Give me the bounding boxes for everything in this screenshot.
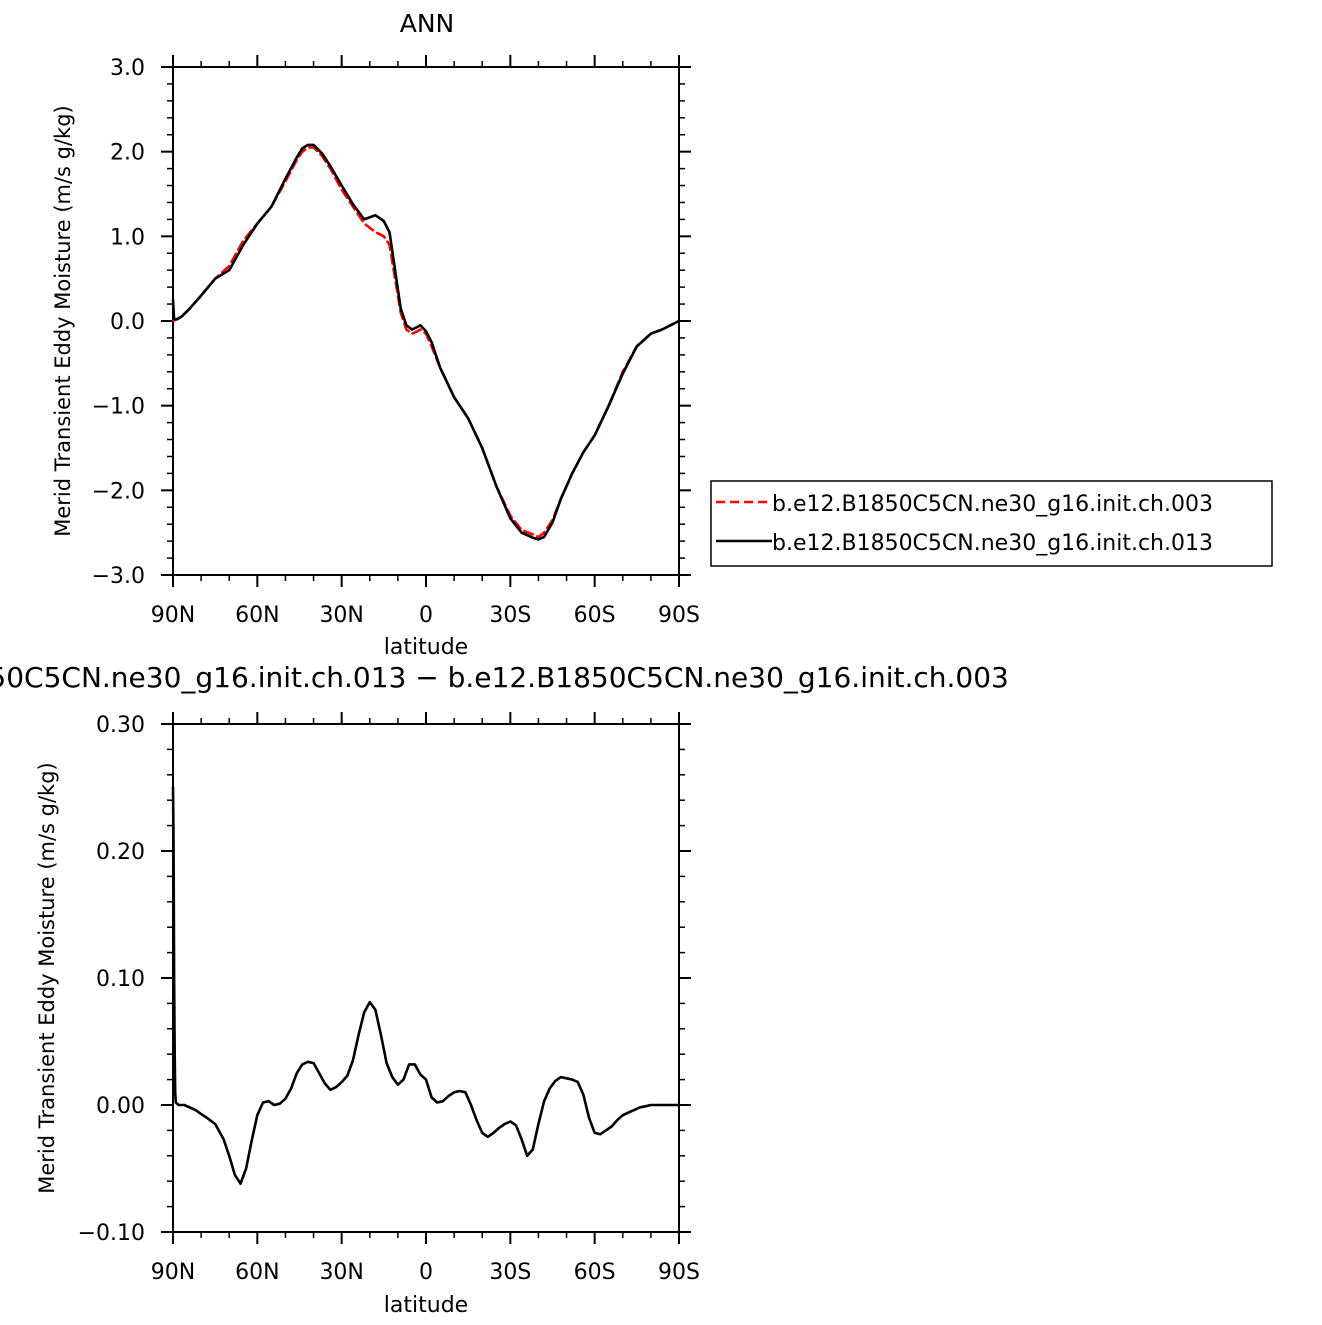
top-x-tick-label: 0 [419,603,433,628]
legend-label-003: b.e12.B1850C5CN.ne30_g16.init.ch.003 [772,492,1213,517]
bottom-axes: 90N 60N 30N 0 30S 60S 90S 0.30 0.20 0.10 0.00 −0.10 [78,712,700,1285]
bottom-x-tick-label: 90S [658,1260,700,1285]
top-y-tick-label: 2.0 [110,141,145,166]
top-x-tick-label: 30N [319,603,363,628]
top-axes: 90N 60N 30N 0 30S 60S 90S 3.0 2.0 1.0 0.0 −1.0 −2.0 −… [92,55,700,628]
top-plot-frame [172,66,680,576]
top-y-axis-label: Merid Transient Eddy Moisture (m/s g/kg) [51,105,75,537]
bottom-panel: b.e12.B1850C5CN.ne30_g16.init.ch.013 − b… [0,661,1009,1318]
bottom-series-line-0 [171,786,681,1185]
bottom-series-layer [171,786,681,1185]
bottom-x-tick-label: 90N [151,1260,195,1285]
bottom-x-tick-label: 60N [235,1260,279,1285]
bottom-y-axis-label: Merid Transient Eddy Moisture (m/s g/kg) [35,762,59,1194]
bottom-y-tick-label: 0.00 [96,1094,145,1119]
top-series-line-1 [171,143,681,541]
top-x-tick-label: 60S [574,603,616,628]
top-panel: ANN 90N 60N 30N 0 30S 60S 90S 3.0 2.0 1.0 0.0 −1.0 −… [51,9,1273,660]
top-y-tick-label: −1.0 [92,395,145,420]
bottom-y-tick-label: 0.30 [96,713,145,738]
top-x-tick-label: 60N [235,603,279,628]
top-x-tick-label: 90N [151,603,195,628]
bottom-y-tick-label: 0.20 [96,840,145,865]
legend-label-013: b.e12.B1850C5CN.ne30_g16.init.ch.013 [772,531,1213,556]
top-x-axis-label: latitude [384,635,468,660]
bottom-x-tick-label: 30S [489,1260,531,1285]
top-chart-title: ANN [400,9,455,38]
top-y-tick-label: 3.0 [110,56,145,81]
top-y-tick-label: −3.0 [92,564,145,589]
bottom-x-tick-label: 30N [319,1260,363,1285]
top-y-tick-label: 1.0 [110,225,145,250]
bottom-x-tick-label: 0 [419,1260,433,1285]
bottom-y-tick-label: 0.10 [96,967,145,992]
top-y-tick-label: 0.0 [110,310,145,335]
top-x-tick-label: 90S [658,603,700,628]
bottom-y-tick-label: −0.10 [78,1221,145,1246]
top-y-tick-label: −2.0 [92,479,145,504]
top-x-tick-label: 30S [489,603,531,628]
bottom-chart-title: b.e12.B1850C5CN.ne30_g16.init.ch.013 − b… [0,661,1009,694]
top-series-line-0 [171,146,681,539]
bottom-x-tick-label: 60S [574,1260,616,1285]
legend-box [710,480,1273,567]
legend: b.e12.B1850C5CN.ne30_g16.init.ch.003 b.e… [710,480,1273,567]
bottom-x-axis-label: latitude [384,1293,468,1318]
top-series-layer [171,143,681,541]
